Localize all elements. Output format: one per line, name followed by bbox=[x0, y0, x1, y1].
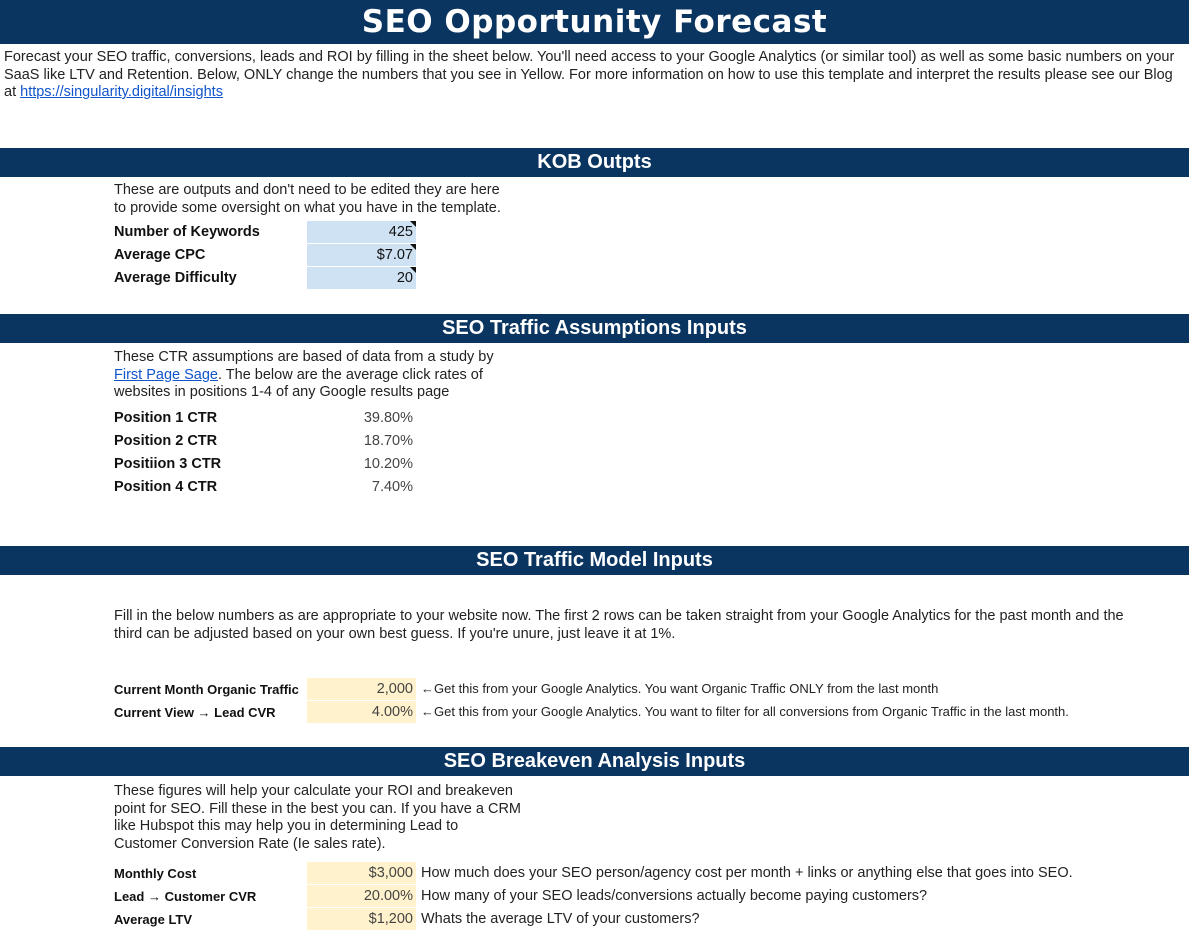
lead-customer-cvr-note: How many of your SEO leads/conversions a… bbox=[421, 888, 928, 904]
position-4-ctr-value[interactable]: 7.40% bbox=[371, 479, 413, 495]
average-ltv-label: Average LTV bbox=[114, 912, 193, 927]
kob-section-header: KOB Outpts bbox=[0, 148, 1189, 177]
monthly-cost-note: How much does your SEO person/agency cos… bbox=[421, 865, 1073, 881]
page-title: SEO Opportunity Forecast bbox=[0, 0, 1189, 44]
comment-marker-icon bbox=[410, 267, 416, 273]
position-3-ctr-label: Positiion 3 CTR bbox=[114, 456, 222, 472]
ctr-desc-line-2: First Page Sage. The below are the avera… bbox=[114, 367, 534, 385]
view-lead-cvr-label: Current View → Lead CVR bbox=[114, 705, 276, 720]
ctr-section-header: SEO Traffic Assumptions Inputs bbox=[0, 314, 1189, 343]
monthly-cost-input[interactable]: $3,000 bbox=[307, 862, 416, 884]
position-1-ctr-label: Position 1 CTR bbox=[114, 410, 218, 426]
traffic-desc-line-1: Fill in the below numbers as are appropr… bbox=[114, 608, 1124, 624]
average-ltv-note: Whats the average LTV of your customers? bbox=[421, 911, 700, 927]
position-4-ctr-label: Position 4 CTR bbox=[114, 479, 218, 495]
view-lead-cvr-note: ←Get this from your Google Analytics. Yo… bbox=[421, 704, 1069, 719]
keywords-label: Number of Keywords bbox=[114, 224, 260, 240]
view-lead-cvr-input[interactable]: 4.00% bbox=[307, 701, 416, 723]
lead-customer-cvr-input[interactable]: 20.00% bbox=[307, 885, 416, 907]
organic-traffic-label: Current Month Organic Traffic bbox=[114, 682, 299, 697]
ctr-desc-line-1: These CTR assumptions are based of data … bbox=[114, 349, 494, 365]
traffic-description: Fill in the below numbers as are appropr… bbox=[114, 608, 1184, 643]
position-3-ctr-value[interactable]: 10.20% bbox=[363, 456, 413, 472]
breakeven-desc-line-3: like Hubspot this may help you in determ… bbox=[114, 818, 459, 834]
kob-description: These are outputs and don't need to be e… bbox=[114, 182, 534, 217]
traffic-section-header: SEO Traffic Model Inputs bbox=[0, 546, 1189, 575]
breakeven-description: These figures will help your calculate y… bbox=[114, 783, 544, 853]
intro-text: Forecast your SEO traffic, conversions, … bbox=[4, 49, 1184, 102]
position-2-ctr-value[interactable]: 18.70% bbox=[363, 433, 413, 449]
monthly-cost-label: Monthly Cost bbox=[114, 866, 197, 881]
breakeven-desc-line-4: Customer Conversion Rate (Ie sales rate)… bbox=[114, 835, 386, 852]
blog-link[interactable]: https://singularity.digital/insights bbox=[20, 84, 223, 100]
lead-customer-cvr-label: Lead → Customer CVR bbox=[114, 889, 257, 904]
breakeven-desc-line-1: These figures will help your calculate y… bbox=[114, 783, 513, 799]
position-1-ctr-value[interactable]: 39.80% bbox=[363, 410, 413, 426]
difficulty-value[interactable]: 20 bbox=[307, 267, 416, 289]
kob-desc-line-1: These are outputs and don't need to be e… bbox=[114, 182, 500, 198]
first-page-sage-link[interactable]: First Page Sage bbox=[114, 366, 218, 383]
breakeven-desc-line-2: point for SEO. Fill these in the best yo… bbox=[114, 800, 522, 817]
organic-traffic-note: ←Get this from your Google Analytics. Yo… bbox=[421, 681, 939, 696]
comment-marker-icon bbox=[410, 221, 416, 227]
ctr-desc-line-3: websites in positions 1-4 of any Google … bbox=[114, 384, 450, 400]
ctr-description: These CTR assumptions are based of data … bbox=[114, 349, 534, 402]
difficulty-label: Average Difficulty bbox=[114, 270, 237, 286]
kob-desc-line-2: to provide some oversight on what you ha… bbox=[114, 199, 501, 216]
average-ltv-input[interactable]: $1,200 bbox=[307, 908, 416, 930]
position-2-ctr-label: Position 2 CTR bbox=[114, 433, 218, 449]
traffic-desc-line-2: third can be adjusted based on your own … bbox=[114, 625, 676, 642]
ctr-desc-line-2-rest: . The below are the average click rates … bbox=[217, 366, 483, 383]
breakeven-section-header: SEO Breakeven Analysis Inputs bbox=[0, 747, 1189, 776]
organic-traffic-input[interactable]: 2,000 bbox=[307, 678, 416, 700]
comment-marker-icon bbox=[410, 244, 416, 250]
cpc-value[interactable]: $7.07 bbox=[307, 244, 416, 266]
cpc-label: Average CPC bbox=[114, 247, 206, 263]
intro-body: Forecast your SEO traffic, conversions, … bbox=[4, 49, 1175, 100]
keywords-value[interactable]: 425 bbox=[307, 221, 416, 243]
